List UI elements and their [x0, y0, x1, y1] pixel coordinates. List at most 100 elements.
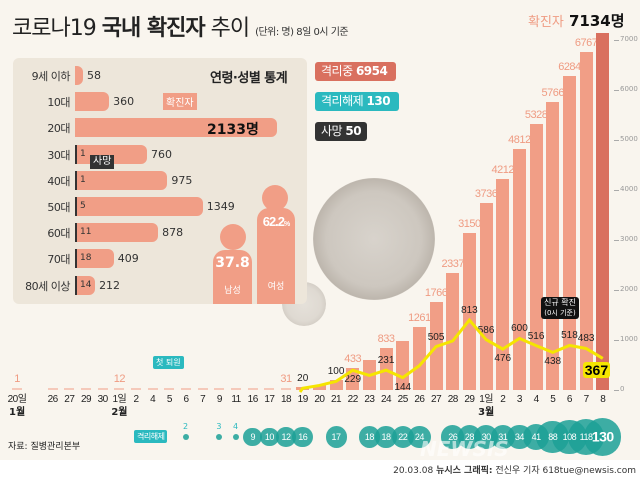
cumulative-bar [147, 388, 158, 390]
credit-person: 전신우 기자 618tue@newsis.com [495, 466, 636, 476]
age-label: 9세 이하 [31, 70, 71, 83]
age-label: 60대 [47, 227, 70, 241]
age-bar: 11 [75, 223, 159, 243]
date-label: 27 [64, 394, 75, 405]
tooltip-sub: (0시 기준) [544, 309, 576, 317]
page-title: 코로나19 국내 확진자 추이 (단위: 명) 8일 0시 기준 [12, 10, 349, 42]
new-cases-label: 516 [527, 330, 545, 342]
released-bubble [276, 427, 296, 447]
cumulative-bar [181, 388, 192, 390]
new-cases-label: 586 [477, 324, 495, 336]
released-bubble [183, 434, 190, 440]
female-pct: 62.2 [262, 214, 285, 229]
death-count: 5 [75, 197, 86, 216]
death-count: 18 [75, 249, 91, 269]
total-value: 7134명 [568, 12, 625, 30]
released-label: 격리해제 [321, 94, 364, 108]
cumulative-label: 31 [280, 373, 292, 385]
new-cases-line [298, 317, 604, 393]
age-bar: 1 [75, 170, 168, 190]
credit-date: 20.03.08 [393, 466, 434, 476]
cumulative-label: 3736 [474, 188, 498, 201]
cumulative-bar [579, 51, 593, 390]
released-value: 31 [498, 432, 508, 442]
age-label: 20대 [47, 122, 70, 136]
released-bubble [233, 434, 240, 440]
unit-note: (단위: 명) 8일 0시 기준 [255, 27, 349, 38]
released-axis-label: 격리해제 [134, 430, 168, 443]
month-label: 3월 [478, 407, 495, 418]
title-prefix: 코로나19 [12, 16, 97, 41]
male-pct: 37.8 [215, 255, 250, 271]
released-value: 88 [548, 432, 558, 442]
cumulative-label: 1 [14, 373, 20, 385]
male-figure: 37.8 남성 [213, 250, 252, 304]
new-cases-label: 100 [327, 366, 345, 378]
y-tick-label: 6000 [620, 85, 638, 93]
age-bar-value: 58 [87, 69, 101, 82]
date-label: 7 [200, 394, 206, 405]
pct-sign: % [284, 221, 290, 228]
watermark: NEWSIS [420, 437, 509, 460]
y-tick [614, 90, 619, 91]
source: 자료: 질병관리본부 [8, 442, 81, 452]
new-cases-label: 483 [577, 333, 595, 345]
cumulative-bar [281, 388, 292, 390]
credit: 20.03.08 뉴시스 그래픽: 전신우 기자 618tue@newsis.c… [393, 466, 636, 477]
date-label: 8 [600, 394, 606, 405]
cumulative-bar [412, 326, 426, 390]
new-cases-label: 438 [544, 356, 562, 368]
age-label: 30대 [47, 148, 70, 162]
cumulative-bar [131, 388, 142, 390]
isolated-label: 격리중 [321, 64, 353, 78]
released-value: 24 [414, 432, 425, 442]
date-label: 3 [516, 394, 523, 405]
y-tick-label: 2000 [620, 285, 638, 293]
deaths-value: 50 [345, 124, 362, 138]
cumulative-label: 6284 [558, 60, 581, 73]
y-tick-label: 3000 [620, 235, 638, 243]
date-label: 20일 [7, 394, 27, 405]
date-label: 26 [414, 394, 425, 405]
y-tick [614, 290, 619, 291]
released-value: 16 [298, 432, 308, 442]
cumulative-label: 1261 [408, 311, 431, 324]
age-label: 70대 [47, 253, 70, 267]
age-bar-value: 360 [113, 95, 135, 109]
released-value: 118 [579, 432, 593, 442]
cumulative-label: 2337 [441, 258, 465, 271]
isolated-value: 6954 [355, 64, 388, 78]
date-label: 28 [447, 394, 459, 405]
y-tick [614, 40, 619, 41]
y-tick-label: 1000 [620, 335, 638, 343]
female-label: 여성 [267, 282, 285, 292]
y-tick-label: 5000 [620, 135, 638, 143]
age-bar: 18 [75, 249, 114, 269]
male-figure-head [220, 224, 246, 250]
date-label: 30 [97, 394, 109, 405]
cumulative-bar [479, 203, 493, 390]
first-release-tag: 첫 퇴원 [153, 356, 184, 369]
cumulative-bar [512, 149, 526, 390]
cumulative-bar [247, 388, 258, 390]
cumulative-label: 3150 [458, 217, 481, 230]
date-label: 2 [133, 394, 139, 405]
cumulative-bar [264, 388, 275, 390]
cumulative-bar [462, 232, 476, 390]
cumulative-bar [446, 273, 460, 390]
released-value: 34 [514, 432, 525, 442]
released-badge: 격리해제 130 [315, 92, 399, 111]
y-tick [614, 390, 619, 391]
released-bubble [325, 426, 347, 448]
death-count: 11 [75, 223, 91, 243]
date-label: 2 [500, 394, 506, 405]
cumulative-bar [329, 379, 343, 390]
cumulative-bar [12, 388, 22, 390]
cumulative-bar [197, 388, 208, 390]
released-value: 30 [481, 432, 492, 442]
new-cases-label: 231 [377, 355, 395, 367]
deaths-label: 사망 [321, 124, 343, 138]
released-value: 9 [250, 432, 255, 442]
cumulative-label: 12 [113, 373, 126, 385]
released-value: 130 [591, 428, 614, 445]
